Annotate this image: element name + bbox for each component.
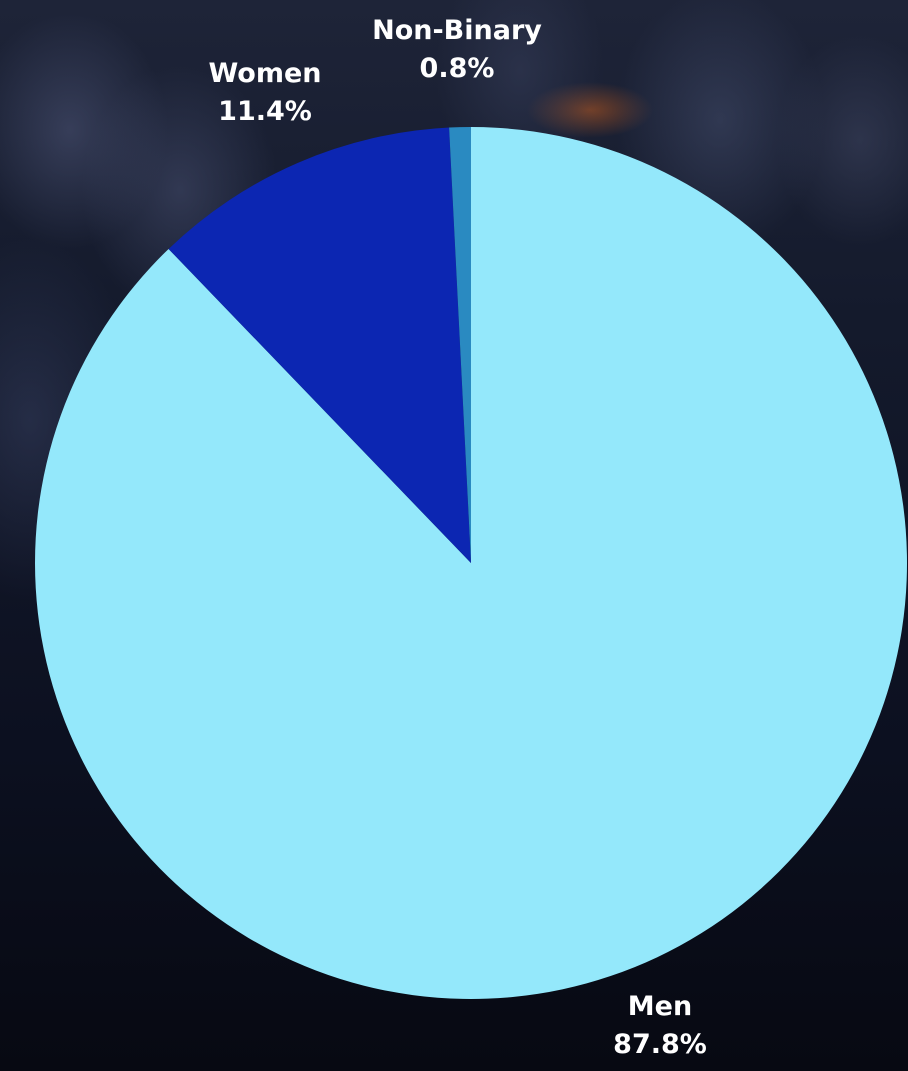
pie-slice-non-binary <box>449 127 471 563</box>
slice-label-non-binary-value: 0.8% <box>419 53 495 84</box>
slice-label-men-name: Men <box>627 991 693 1022</box>
pie-slice-men <box>35 127 908 999</box>
slice-label-non-binary-name: Non-Binary <box>372 15 542 46</box>
pie-slice-women <box>168 127 471 564</box>
slice-label-women: Women 11.4% <box>180 55 350 131</box>
slice-label-women-name: Women <box>208 58 322 89</box>
slice-label-non-binary: Non-Binary 0.8% <box>352 12 562 88</box>
slice-label-women-value: 11.4% <box>218 96 312 127</box>
slice-label-men-value: 87.8% <box>613 1029 707 1060</box>
slice-label-men: Men 87.8% <box>560 988 760 1064</box>
